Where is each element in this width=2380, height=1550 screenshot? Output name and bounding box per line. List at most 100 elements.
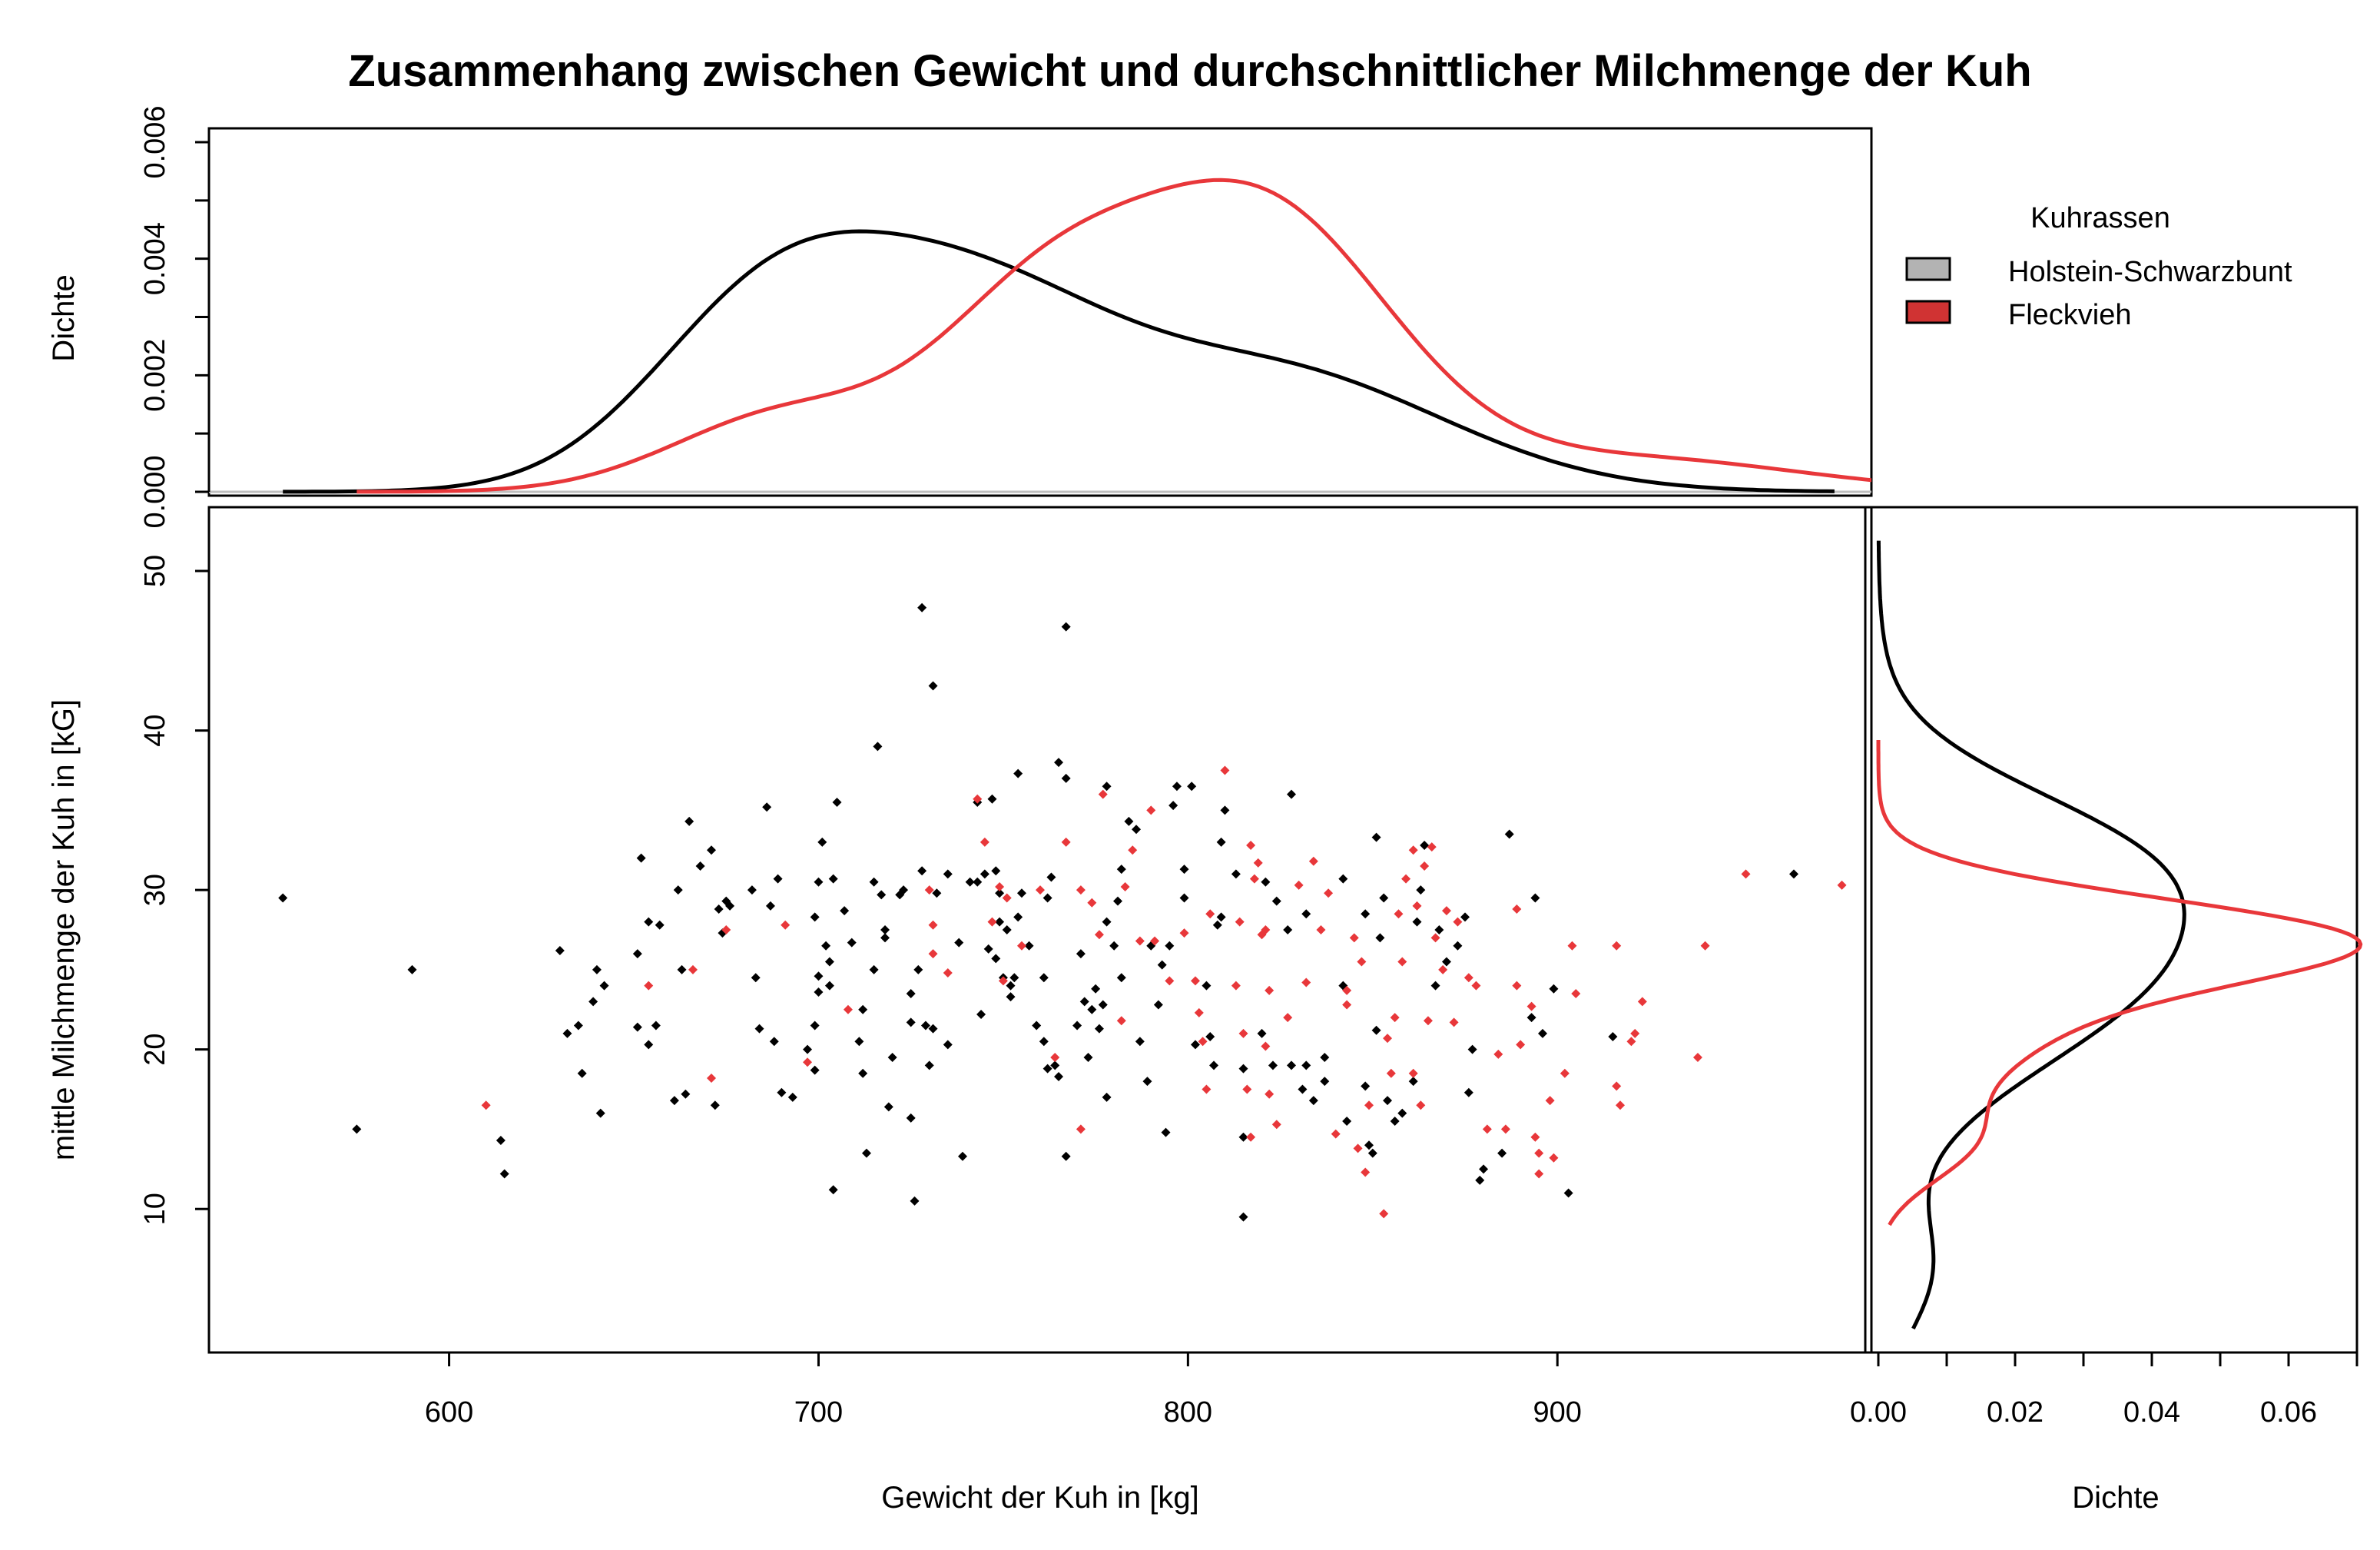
point-fleckvieh [1202,1084,1212,1094]
point-fleckvieh [781,920,791,930]
point-fleckvieh [1837,880,1847,890]
right-density-frame [1864,506,2358,1354]
point-holstein [588,997,598,1007]
point-holstein [1383,1096,1393,1106]
point-holstein [352,1124,362,1134]
point-holstein [824,981,834,991]
point-holstein [769,1037,779,1047]
top-y-tick-label: 0.004 [139,222,171,295]
point-fleckvieh [1463,973,1473,983]
point-holstein [754,1024,764,1034]
point-fleckvieh [1423,1016,1433,1026]
point-fleckvieh [928,920,938,930]
point-holstein [1209,1060,1219,1070]
point-fleckvieh [980,837,989,847]
point-fleckvieh [1331,1129,1341,1139]
point-fleckvieh [1401,874,1411,884]
point-holstein [577,1068,587,1078]
point-holstein [1216,912,1226,922]
point-holstein [1268,1060,1278,1070]
point-holstein [632,949,642,959]
point-fleckvieh [1301,977,1311,987]
point-holstein [1091,984,1101,994]
point-holstein [917,866,927,876]
point-holstein [858,1004,868,1014]
x-tick-label: 900 [1533,1396,1582,1429]
x-tick-label: 800 [1164,1396,1212,1429]
point-fleckvieh [1567,941,1577,951]
point-fleckvieh [1165,976,1175,986]
legend-swatch-fleckvieh [1905,300,1951,324]
point-holstein [828,874,838,884]
y-axis-label: mittle Milchmenge der Kuh in [kG] [47,699,81,1160]
point-holstein [943,1040,953,1050]
point-holstein [1361,909,1371,919]
point-fleckvieh [843,1004,853,1014]
point-holstein [954,938,964,948]
point-holstein [814,877,824,887]
point-holstein [1042,893,1052,903]
point-holstein [917,602,927,612]
point-holstein [1530,893,1540,903]
y-tick-label: 10 [139,1193,171,1225]
point-fleckvieh [1050,1053,1060,1063]
point-holstein [1013,768,1023,778]
point-holstein [928,681,938,691]
point-holstein [1165,941,1175,951]
top-density-fleckvieh [356,178,1871,494]
point-holstein [976,1010,986,1019]
point-holstein [1463,1087,1473,1097]
point-fleckvieh [1420,861,1430,871]
point-fleckvieh [1242,1084,1252,1094]
point-fleckvieh [1512,904,1522,914]
point-holstein [858,1068,868,1078]
right-density-fleckvieh [1876,740,2363,1226]
point-holstein [1054,1071,1064,1081]
point-holstein [677,964,687,974]
point-fleckvieh [1342,1000,1352,1010]
point-holstein [814,987,824,997]
point-fleckvieh [1094,930,1104,940]
point-fleckvieh [1265,985,1275,995]
point-fleckvieh [1246,841,1256,850]
point-fleckvieh [1294,880,1304,890]
point-fleckvieh [1364,1100,1374,1110]
point-holstein [924,1060,934,1070]
point-holstein [1087,1004,1097,1014]
right-x-tick-label: 0.02 [1987,1396,2044,1429]
point-holstein [1061,773,1071,783]
point-fleckvieh [481,1100,491,1110]
point-holstein [869,964,879,974]
point-holstein [1124,816,1134,826]
point-holstein [496,1135,506,1145]
point-fleckvieh [1412,901,1422,911]
point-holstein [773,874,783,884]
point-holstein [906,1113,916,1123]
point-fleckvieh [1741,869,1751,879]
point-fleckvieh [943,968,953,978]
point-fleckvieh [1283,1013,1293,1023]
point-holstein [1190,1040,1200,1050]
point-holstein [1412,917,1422,927]
point-fleckvieh [1637,997,1647,1007]
point-holstein [987,794,997,804]
point-holstein [832,797,842,807]
point-holstein [1132,825,1142,835]
point-holstein [681,1089,691,1099]
point-fleckvieh [1076,1124,1086,1134]
right-x-tick-label: 0.00 [1850,1396,1907,1429]
point-holstein [1379,893,1389,903]
point-fleckvieh [1308,856,1318,866]
point-fleckvieh [1530,1132,1540,1142]
point-holstein [913,964,923,974]
point-holstein [1367,1148,1377,1158]
legend-title: Kuhrassen [2030,202,2170,234]
point-holstein [1102,782,1112,792]
point-holstein [803,1044,813,1054]
point-holstein [1261,877,1271,887]
point-holstein [1054,758,1064,768]
point-fleckvieh [1061,837,1071,847]
point-holstein [1231,869,1241,879]
point-fleckvieh [1482,1124,1492,1134]
